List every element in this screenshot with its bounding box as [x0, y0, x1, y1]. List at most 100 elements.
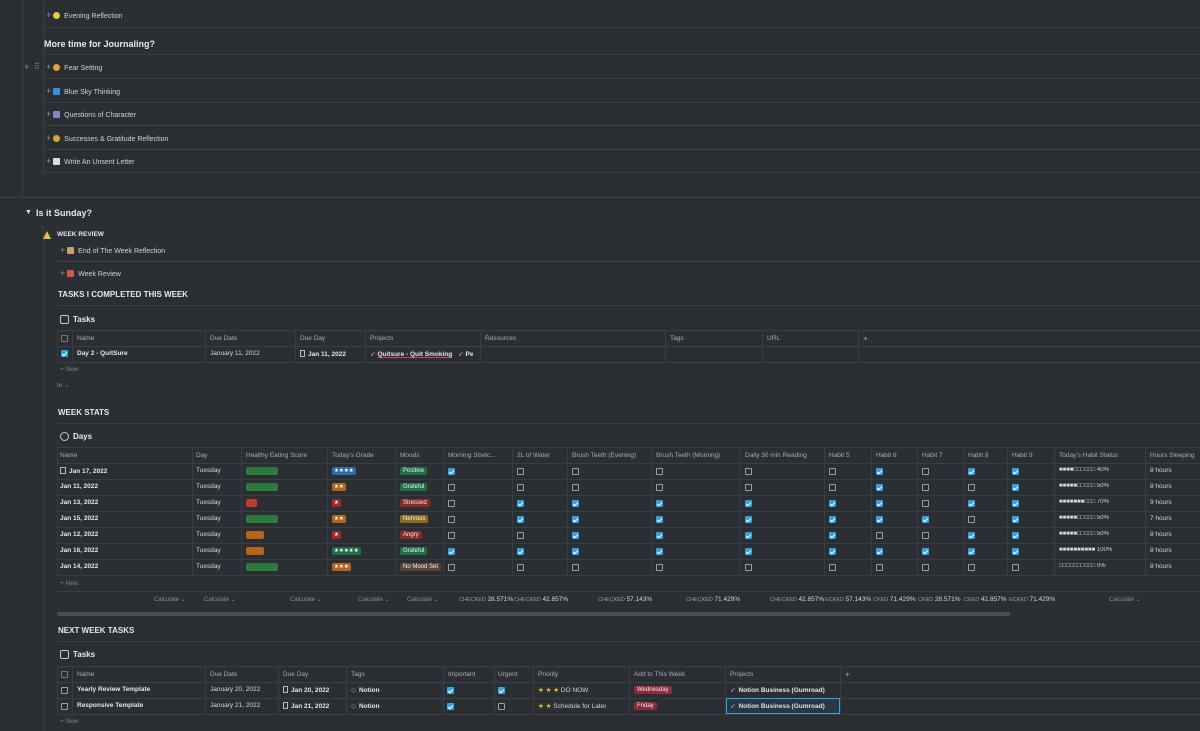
- habit-checkbox[interactable]: [922, 548, 929, 555]
- habit-checkbox[interactable]: [745, 500, 752, 507]
- col-habit-8[interactable]: Habit 8: [968, 452, 989, 459]
- callout-item[interactable]: + End of The Week Reflection: [60, 245, 165, 255]
- col-due-date[interactable]: Due Date: [210, 335, 238, 342]
- drag-handle-icon[interactable]: ⠿: [34, 62, 40, 71]
- habit-checkbox[interactable]: [656, 532, 663, 539]
- tasks-db-title[interactable]: Tasks: [60, 315, 95, 324]
- day-name[interactable]: Jan 12, 2022: [60, 531, 99, 538]
- col-habit-5[interactable]: Habit 5: [829, 452, 850, 459]
- select-all-checkbox[interactable]: [61, 335, 68, 342]
- add-column-button[interactable]: +: [863, 334, 868, 343]
- habit-checkbox[interactable]: [517, 564, 524, 571]
- healthy-eating-badge[interactable]: [246, 531, 264, 539]
- habit-checkbox[interactable]: [876, 548, 883, 555]
- habit-checkbox[interactable]: [1012, 548, 1019, 555]
- task-tag[interactable]: ◇ Notion: [351, 687, 380, 694]
- habit-checkbox[interactable]: [829, 564, 836, 571]
- habit-checkbox[interactable]: [572, 484, 579, 491]
- habit-checkbox[interactable]: [876, 484, 883, 491]
- col-tags[interactable]: Tags: [670, 335, 684, 342]
- calc-checked[interactable]: CHECKED 71.429%: [686, 596, 741, 603]
- day-name[interactable]: Jan 16, 2022: [60, 547, 99, 554]
- habit-checkbox[interactable]: [876, 532, 883, 539]
- habit-checkbox[interactable]: [876, 500, 883, 507]
- habit-checkbox[interactable]: [745, 468, 752, 475]
- plus-icon[interactable]: +: [46, 133, 52, 143]
- plus-icon[interactable]: +: [46, 10, 52, 20]
- col-habit-9[interactable]: Habit 9: [1012, 452, 1033, 459]
- grade-badge[interactable]: ★★★: [332, 563, 351, 571]
- mood-tag[interactable]: No Mood Set: [400, 563, 442, 571]
- toggle-caret-icon[interactable]: ▼: [25, 209, 32, 216]
- day-weekday[interactable]: Tuesday: [196, 483, 221, 490]
- calculate-button[interactable]: Calculate ⌄: [1109, 597, 1141, 603]
- habit-checkbox[interactable]: [517, 484, 524, 491]
- habit-checkbox[interactable]: [517, 532, 524, 539]
- day-name[interactable]: Jan 14, 2022: [60, 563, 99, 570]
- healthy-eating-badge[interactable]: [246, 515, 278, 523]
- habit-checkbox[interactable]: [968, 484, 975, 491]
- hours-sleeping[interactable]: 8 hours: [1150, 483, 1172, 490]
- plus-icon[interactable]: +: [46, 86, 52, 96]
- habit-checkbox[interactable]: [922, 468, 929, 475]
- habit-checkbox[interactable]: [968, 548, 975, 555]
- habit-status[interactable]: ■■■■■■■■■■ 100%: [1059, 547, 1113, 553]
- grade-badge[interactable]: ★★: [332, 483, 346, 491]
- habit-checkbox[interactable]: [517, 500, 524, 507]
- habit-checkbox[interactable]: [656, 500, 663, 507]
- healthy-eating-badge[interactable]: [246, 547, 264, 555]
- col-name[interactable]: Name: [77, 335, 95, 342]
- habit-checkbox[interactable]: [572, 468, 579, 475]
- sunday-toggle[interactable]: Is it Sunday?: [36, 208, 93, 218]
- mood-tag[interactable]: Nervous: [400, 515, 429, 523]
- habit-checkbox[interactable]: [1012, 500, 1019, 507]
- habit-status[interactable]: ■■■■■□□□□□ 50%: [1059, 483, 1109, 489]
- col-due-day[interactable]: Due Day: [300, 335, 326, 342]
- selected-cell[interactable]: [726, 698, 840, 714]
- grade-badge[interactable]: ★: [332, 531, 341, 539]
- journal-item[interactable]: + Fear Setting: [46, 62, 102, 72]
- task-due-day[interactable]: Jan 11, 2022: [300, 350, 346, 358]
- horizontal-scrollbar[interactable]: [57, 612, 1010, 616]
- task-due-date[interactable]: January 11, 2022: [210, 350, 260, 357]
- habit-checkbox[interactable]: [656, 484, 663, 491]
- row-checkbox[interactable]: [61, 687, 68, 694]
- habit-checkbox[interactable]: [922, 516, 929, 523]
- journal-item[interactable]: + Write An Unsent Letter: [46, 156, 134, 166]
- healthy-eating-badge[interactable]: [246, 499, 257, 507]
- task-project[interactable]: ➶ Notion Business (Gumroad): [730, 687, 825, 694]
- footer-fragment[interactable]: te ⌄: [57, 382, 70, 389]
- col-healthy-eating[interactable]: Healthy Eating Score: [246, 452, 308, 459]
- week-day-tag[interactable]: Friday: [634, 702, 657, 710]
- hours-sleeping[interactable]: 8 hours: [1150, 531, 1172, 538]
- habit-checkbox[interactable]: [829, 548, 836, 555]
- mood-tag[interactable]: Angry: [400, 531, 422, 539]
- habit-checkbox[interactable]: [829, 500, 836, 507]
- col-habit-7[interactable]: Habit 7: [922, 452, 943, 459]
- col-habit-6[interactable]: Habit 6: [876, 452, 897, 459]
- habit-checkbox[interactable]: [448, 532, 455, 539]
- important-checkbox[interactable]: [447, 703, 454, 710]
- grade-badge[interactable]: ★: [332, 499, 341, 507]
- plus-icon[interactable]: +: [46, 156, 52, 166]
- calc-checked[interactable]: CHECKED 57.143%: [598, 596, 653, 603]
- plus-icon[interactable]: +: [60, 245, 66, 255]
- grade-badge[interactable]: ★★★★★: [332, 547, 361, 555]
- habit-checkbox[interactable]: [922, 564, 929, 571]
- calc-checked[interactable]: CKED 42.857%: [964, 596, 1007, 603]
- col-projects[interactable]: Projects: [370, 335, 394, 342]
- calculate-button[interactable]: Calculate ⌄: [204, 597, 236, 603]
- habit-checkbox[interactable]: [517, 516, 524, 523]
- habit-checkbox[interactable]: [572, 500, 579, 507]
- habit-checkbox[interactable]: [656, 468, 663, 475]
- calculate-button[interactable]: Calculate ⌄: [358, 597, 390, 603]
- habit-status[interactable]: ■■■■■□□□□□ 50%: [1059, 531, 1109, 537]
- journal-item[interactable]: + Evening Reflection: [46, 10, 123, 20]
- habit-checkbox[interactable]: [517, 468, 524, 475]
- habit-checkbox[interactable]: [656, 548, 663, 555]
- days-db-title[interactable]: Days: [60, 432, 92, 441]
- habit-status[interactable]: ■■■■■■■□□□ 70%: [1059, 499, 1109, 505]
- urgent-checkbox[interactable]: [498, 703, 505, 710]
- day-name[interactable]: Jan 15, 2022: [60, 515, 99, 522]
- col-important[interactable]: Important: [448, 671, 476, 678]
